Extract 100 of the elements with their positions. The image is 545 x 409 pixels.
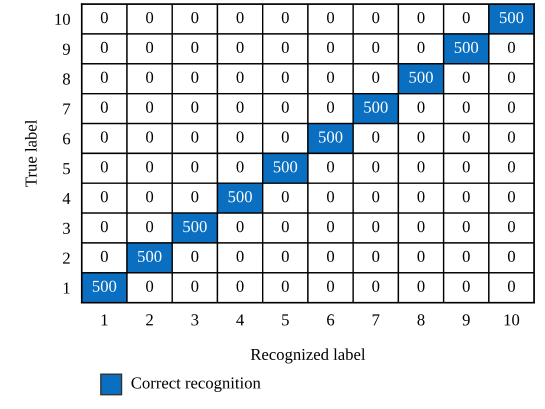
y-tick-label: 8: [62, 73, 70, 85]
data-label: 0: [417, 102, 425, 113]
data-label: 0: [327, 191, 334, 202]
data-label: 0: [372, 12, 380, 24]
data-label: 0: [327, 161, 334, 172]
data-label: 0: [417, 131, 425, 143]
data-label: 0: [282, 191, 289, 202]
data-label: 0: [372, 191, 380, 202]
data-label: 0: [372, 42, 380, 54]
data-label: 0: [236, 161, 244, 172]
data-label: 0: [191, 161, 198, 172]
data-label: 500: [138, 250, 162, 262]
data-label: 0: [236, 280, 244, 292]
data-label: 0: [462, 161, 470, 172]
data-label: 0: [327, 250, 334, 262]
data-label: 0: [146, 191, 154, 202]
x-tick-label: 6: [327, 314, 334, 326]
data-label: 0: [100, 72, 108, 83]
data-label: 0: [372, 161, 380, 172]
x-tick-label: 5: [282, 314, 289, 326]
data-label: 500: [409, 72, 433, 83]
data-label: 0: [146, 131, 154, 143]
data-label: 0: [236, 42, 244, 54]
data-label: 0: [146, 72, 154, 83]
data-label: 0: [282, 280, 289, 292]
x-tick-label: 3: [191, 314, 198, 326]
y-tick-label: 2: [63, 252, 70, 264]
data-label: 0: [462, 280, 470, 292]
data-label: 0: [191, 72, 198, 83]
data-label: 500: [319, 131, 342, 143]
y-tick-label: 9: [62, 44, 70, 55]
data-label: 0: [327, 102, 334, 113]
y-tick-label: 1: [64, 282, 70, 294]
y-axis-title: True label: [24, 120, 37, 187]
x-tick-label: 4: [236, 314, 244, 326]
data-label: 0: [100, 42, 108, 54]
data-label: 0: [191, 250, 198, 262]
data-label: 0: [100, 131, 108, 143]
data-label: 0: [236, 102, 244, 113]
y-tick-label: 10: [55, 14, 70, 25]
data-label: 0: [191, 280, 198, 292]
data-label: 0: [282, 131, 289, 143]
data-label: 0: [372, 72, 380, 83]
y-tick-label: 6: [63, 133, 70, 144]
data-label: 0: [462, 131, 470, 143]
data-label: 0: [282, 12, 289, 24]
data-label: 0: [462, 220, 470, 232]
data-label: 0: [146, 220, 154, 232]
data-label: 0: [508, 42, 516, 54]
text: Correct recognition: [131, 377, 261, 392]
data-label: 0: [372, 280, 380, 292]
data-label: 0: [236, 220, 244, 232]
data-label: 0: [417, 42, 425, 54]
data-label: 0: [146, 12, 154, 24]
data-label: 0: [462, 102, 470, 113]
data-label: 0: [508, 280, 516, 292]
data-label: 500: [364, 102, 388, 113]
data-label: 0: [100, 102, 108, 113]
data-label: 0: [100, 250, 108, 262]
y-tick-label: 3: [63, 222, 70, 234]
data-label: 0: [236, 72, 244, 83]
y-tick-label: 4: [62, 192, 70, 204]
data-label: 0: [146, 280, 154, 292]
data-label: 0: [508, 250, 516, 262]
data-label: 0: [327, 12, 334, 24]
data-label: 0: [100, 191, 108, 202]
data-label: 0: [372, 220, 380, 232]
data-label: 0: [417, 161, 425, 172]
data-label: 0: [417, 280, 425, 292]
data-label: 0: [417, 250, 425, 262]
data-label: 0: [146, 161, 154, 172]
data-label: 0: [462, 72, 470, 83]
x-axis-title: Recognized label: [250, 348, 366, 364]
x-tick-label: 7: [372, 314, 380, 326]
data-label: 0: [236, 250, 244, 262]
data-label: 0: [462, 12, 470, 24]
data-label: 0: [417, 220, 425, 232]
data-label: 0: [282, 102, 289, 113]
data-label: 0: [417, 12, 425, 24]
data-label: 0: [282, 220, 289, 232]
data-label: 0: [100, 220, 108, 232]
data-label: 0: [191, 12, 198, 24]
data-label: 0: [327, 280, 334, 292]
data-label: 0: [191, 191, 198, 202]
data-label: 0: [282, 250, 289, 262]
data-label: 0: [508, 220, 516, 232]
data-label: 0: [191, 102, 198, 113]
data-label: 0: [191, 131, 198, 143]
data-label: 0: [508, 102, 516, 113]
data-label: 500: [228, 191, 252, 202]
data-label: 0: [236, 12, 244, 24]
x-tick-label: 1: [102, 314, 108, 326]
y-tick-label: 7: [63, 103, 70, 114]
data-label: 500: [454, 42, 478, 54]
x-tick-label: 2: [146, 314, 153, 326]
data-label: 500: [92, 280, 116, 292]
data-label: 0: [282, 42, 289, 54]
data-label: 0: [327, 72, 334, 83]
data-label: 500: [274, 161, 298, 172]
data-label: 0: [462, 191, 470, 202]
